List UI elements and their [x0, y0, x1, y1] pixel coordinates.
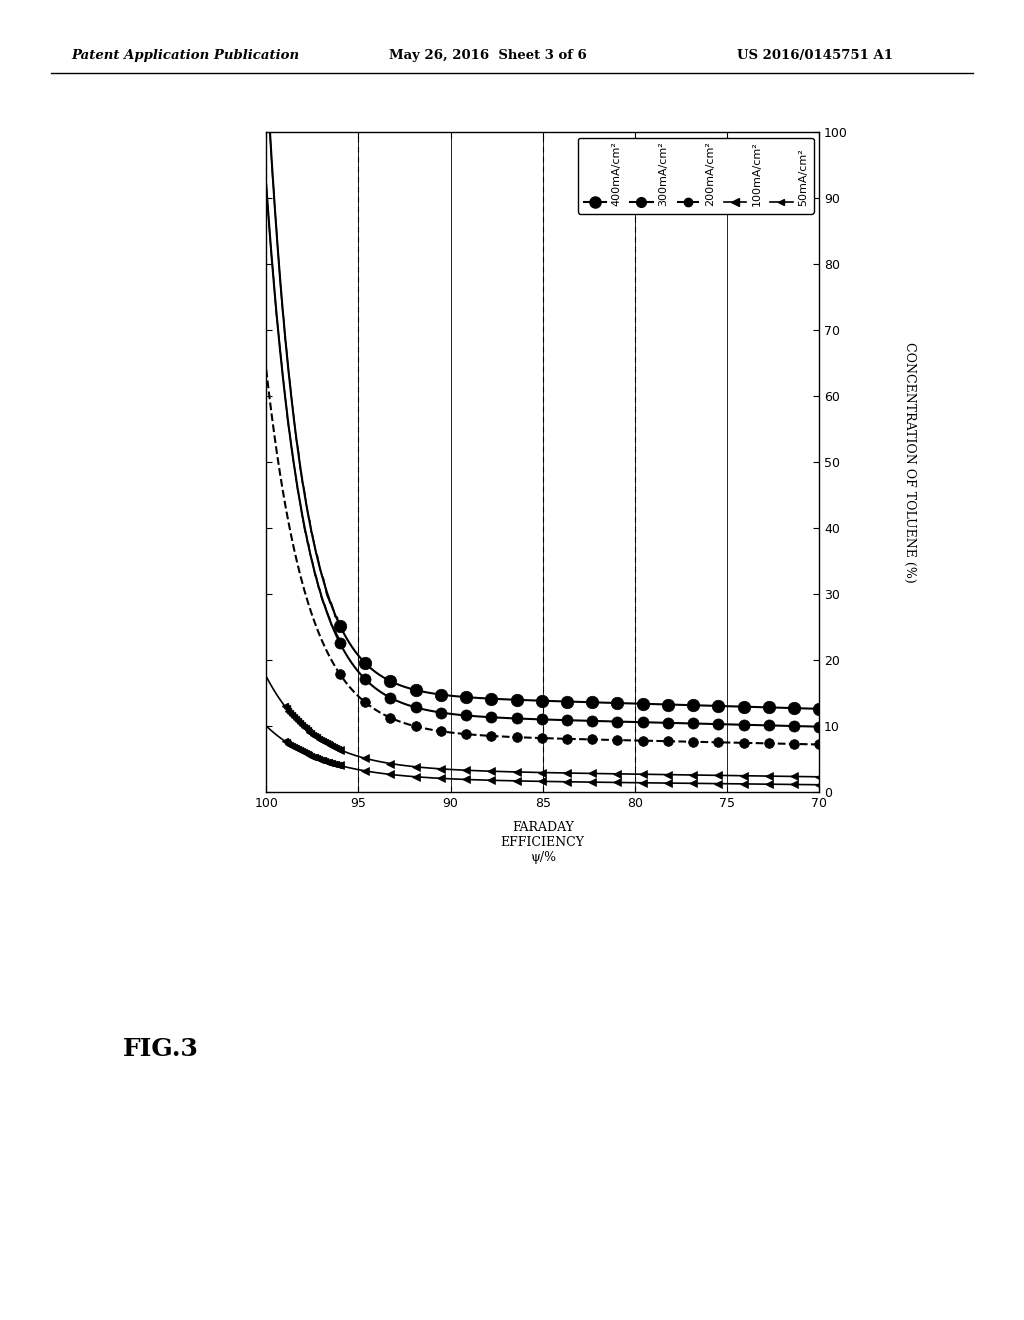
Legend: 400mA/cm², 300mA/cm², 200mA/cm², 100mA/cm², 50mA/cm²: 400mA/cm², 300mA/cm², 200mA/cm², 100mA/c… — [579, 137, 814, 214]
Y-axis label: CONCENTRATION OF TOLUENE (%): CONCENTRATION OF TOLUENE (%) — [903, 342, 916, 582]
Text: May 26, 2016  Sheet 3 of 6: May 26, 2016 Sheet 3 of 6 — [389, 49, 587, 62]
Text: Patent Application Publication: Patent Application Publication — [72, 49, 300, 62]
Text: FIG.3: FIG.3 — [123, 1038, 199, 1061]
Text: US 2016/0145751 A1: US 2016/0145751 A1 — [737, 49, 893, 62]
X-axis label: FARADAY
EFFICIENCY
ψ/%: FARADAY EFFICIENCY ψ/% — [501, 821, 585, 865]
